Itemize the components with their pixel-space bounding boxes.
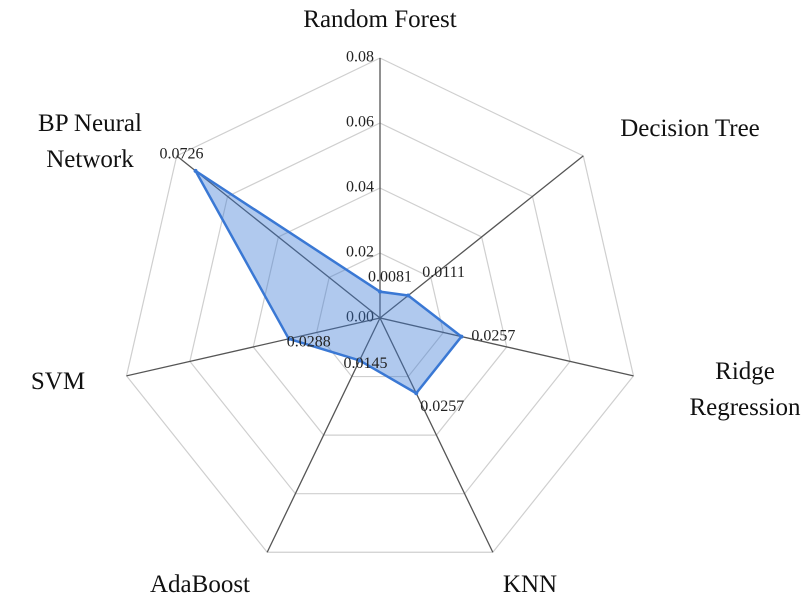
category-label: Ridge Regression (689, 358, 801, 421)
data-point (459, 334, 464, 339)
category-label: SVM (30, 368, 86, 395)
axis-line (379, 317, 634, 377)
tick-label: 0.08 (346, 49, 374, 66)
axis-line (176, 155, 381, 319)
grid-ring (189, 122, 571, 495)
category-label: Decision Tree (620, 115, 760, 142)
data-label: 0.0257 (420, 398, 464, 415)
category-label: Random Forest (303, 6, 457, 33)
data-label: 0.0288 (287, 333, 331, 350)
axis-line (379, 317, 494, 553)
axis-line (266, 317, 381, 553)
grid-ring (125, 57, 635, 553)
grid-ring (252, 187, 508, 436)
category-label: KNN (502, 571, 558, 598)
category-label: AdaBoost (150, 571, 250, 598)
data-label: 0.0081 (368, 268, 412, 285)
data-point (357, 358, 362, 363)
tick-label: 0.06 (346, 114, 374, 131)
data-point (406, 293, 411, 298)
tick-label: 0.04 (346, 179, 374, 196)
axis-line (126, 317, 381, 377)
data-label: 0.0257 (471, 327, 515, 344)
tick-label: 0.00 (346, 309, 374, 326)
data-label: 0.0111 (422, 264, 465, 281)
data-point (414, 391, 419, 396)
grid-ring (315, 252, 445, 378)
data-point (286, 336, 291, 341)
data-point (378, 289, 382, 294)
axis-line (379, 155, 584, 319)
data-area (194, 169, 463, 395)
data-label: 0.0145 (344, 355, 388, 372)
data-label: 0.0726 (160, 146, 204, 163)
tick-label: 0.02 (346, 244, 374, 261)
data-point (193, 168, 198, 173)
category-label: BP Neural Network (38, 110, 142, 173)
